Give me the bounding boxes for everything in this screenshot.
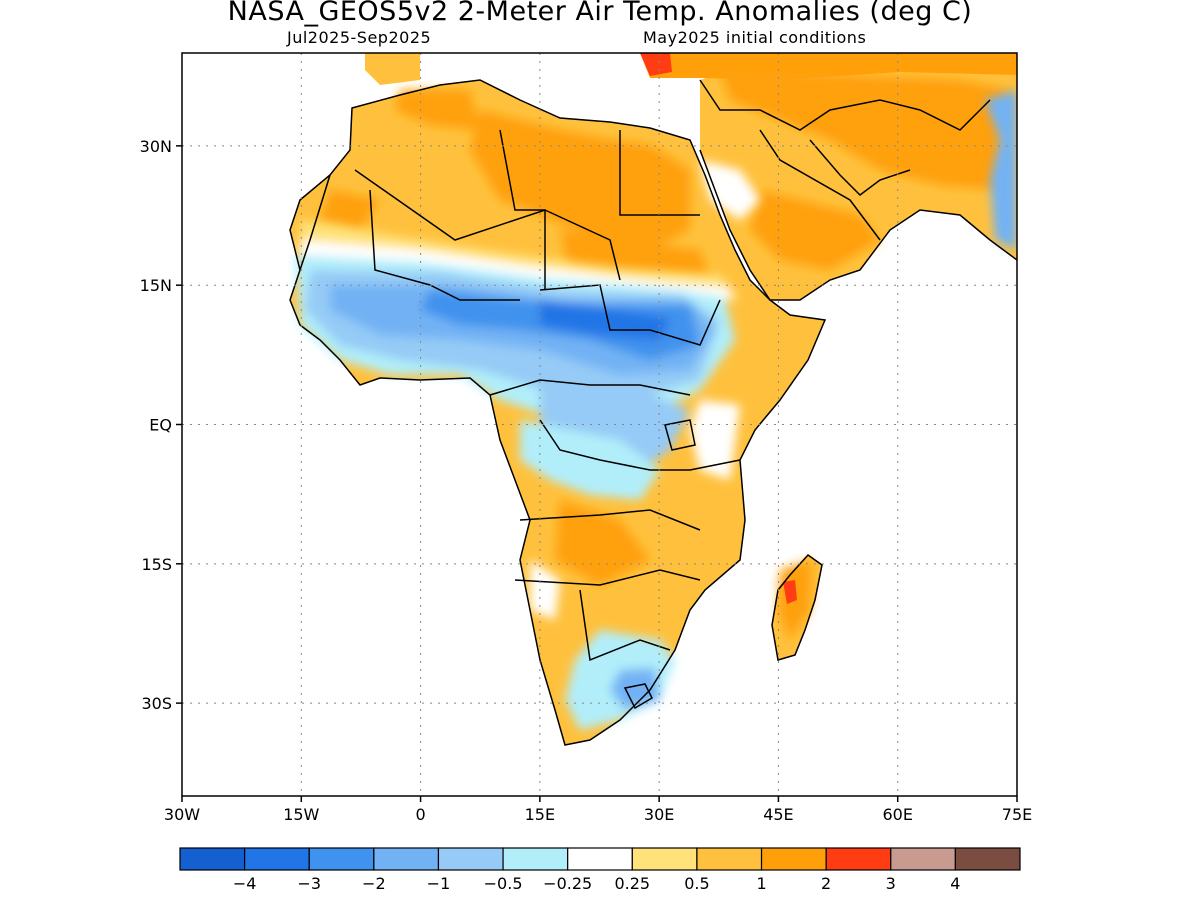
colorbar-swatch bbox=[502, 847, 569, 871]
colorbar-label: −2 bbox=[362, 874, 386, 893]
border-8 bbox=[519, 509, 701, 531]
colorbar-swatch bbox=[760, 847, 827, 871]
latitude-axis: 30N 15N EQ 15S 30S bbox=[140, 137, 182, 713]
lat-tick-label: 30S bbox=[141, 694, 172, 713]
colorbar-label: 3 bbox=[886, 874, 896, 893]
lon-tick-label: 15E bbox=[525, 805, 555, 824]
colorbar-label: −0.5 bbox=[484, 874, 523, 893]
border-9 bbox=[514, 569, 701, 586]
colorbar-label: 0.5 bbox=[684, 874, 709, 893]
lake-victoria bbox=[664, 419, 696, 451]
border-4 bbox=[619, 130, 700, 216]
colorbar-label: −1 bbox=[427, 874, 451, 893]
colorbar-label: 1 bbox=[756, 874, 766, 893]
lon-tick-label: 0 bbox=[415, 805, 425, 824]
border-13 bbox=[299, 174, 331, 271]
border-7 bbox=[539, 419, 741, 471]
europe-strip bbox=[365, 53, 420, 85]
colorbar-label: 0.25 bbox=[614, 874, 650, 893]
border-10 bbox=[579, 589, 671, 662]
colorbar-swatch bbox=[437, 847, 504, 871]
lesotho bbox=[623, 683, 653, 710]
lon-tick-label: 45E bbox=[763, 805, 793, 824]
colorbar-swatch bbox=[890, 847, 956, 871]
lat-tick-label: 15S bbox=[141, 555, 172, 574]
madagascar-hot bbox=[783, 580, 797, 604]
africa-coastline bbox=[289, 79, 827, 746]
colorbar-swatch bbox=[567, 847, 633, 871]
lon-tick-label: 30E bbox=[644, 805, 674, 824]
colorbar-swatch bbox=[631, 847, 698, 871]
lon-tick-label: 15W bbox=[283, 805, 319, 824]
colorbar-label: 4 bbox=[950, 874, 960, 893]
border-3 bbox=[499, 129, 546, 290]
colorbar-swatch bbox=[373, 847, 440, 871]
lon-tick-label: 30W bbox=[164, 805, 200, 824]
colorbar-swatch bbox=[954, 847, 1021, 871]
arabia-coastline bbox=[699, 149, 1017, 301]
colorbar-label: 2 bbox=[821, 874, 831, 893]
colorbar-label: −4 bbox=[233, 874, 257, 893]
colorbar-swatch bbox=[179, 847, 246, 871]
colorbar-swatch bbox=[696, 847, 763, 871]
colorbar-swatch bbox=[825, 847, 892, 871]
persian-gulf bbox=[809, 139, 911, 196]
lon-tick-label: 60E bbox=[882, 805, 912, 824]
longitude-axis: 30W 15W 0 15E 30E 45E 60E 75E bbox=[164, 796, 1032, 824]
border-11 bbox=[699, 79, 991, 131]
colorbar-label: −0.25 bbox=[543, 874, 592, 893]
gridlines bbox=[182, 53, 1017, 796]
map-title: NASA_GEOS5v2 2-Meter Air Temp. Anomalies… bbox=[227, 0, 973, 27]
madagascar-coast bbox=[771, 554, 823, 661]
lat-tick-label: 15N bbox=[140, 276, 172, 295]
mediterranean-hot bbox=[640, 53, 672, 76]
lat-tick-label: EQ bbox=[149, 416, 172, 435]
cool-patches bbox=[295, 90, 1017, 730]
lat-tick-label: 30N bbox=[140, 137, 172, 156]
border-12 bbox=[759, 129, 881, 241]
border-5 bbox=[539, 284, 721, 346]
border-6 bbox=[489, 379, 691, 396]
colorbar-label: −3 bbox=[297, 874, 321, 893]
map-plot-area bbox=[290, 53, 1017, 745]
period-subtitle: Jul2025-Sep2025 bbox=[287, 28, 432, 47]
colorbar-swatch bbox=[244, 847, 310, 871]
colorbar-swatch bbox=[308, 847, 375, 871]
coastline-borders bbox=[289, 79, 1017, 746]
colorbar-labels: −4 −3 −2 −1 −0.5 −0.25 0.25 0.5 1 2 3 4 bbox=[233, 874, 961, 893]
colorbar bbox=[179, 847, 1021, 871]
lon-tick-label: 75E bbox=[1002, 805, 1032, 824]
init-conditions-subtitle: May2025 initial conditions bbox=[643, 28, 867, 47]
